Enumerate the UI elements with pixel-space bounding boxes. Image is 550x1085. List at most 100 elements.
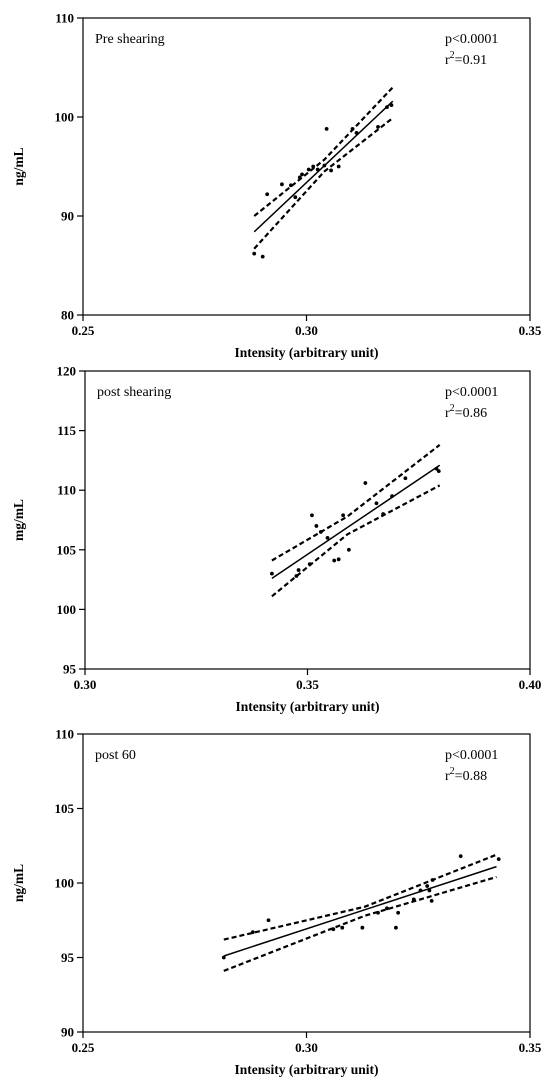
chart-panel-post-shearing: 95 100 105 110 115 120 0.30 0.35 0.40 post shear…	[11, 364, 541, 715]
x-tick-label: 0.35	[519, 323, 542, 338]
data-point	[389, 103, 394, 108]
data-point	[270, 571, 274, 576]
ci-lower-line	[223, 875, 497, 972]
r-squared-text: r2=0.88	[445, 766, 487, 784]
p-value-text: p<0.0001	[445, 748, 498, 763]
data-point	[314, 524, 319, 528]
x-axis-label: Intensity (arbitrary unit)	[235, 1062, 379, 1077]
y-tick-label: 105	[55, 801, 75, 816]
data-point	[293, 195, 298, 200]
data-point	[436, 469, 441, 474]
r-squared-value: =0.88	[455, 769, 487, 784]
panel-title: Pre shearing	[95, 32, 165, 47]
r-squared-value: =0.86	[455, 406, 487, 421]
data-point	[307, 562, 312, 567]
data-point	[318, 530, 323, 534]
data-point	[458, 854, 463, 859]
data-point	[280, 182, 284, 187]
x-axis-label: Intensity (arbitrary unit)	[236, 699, 380, 714]
data-point	[396, 910, 401, 915]
data-point	[221, 955, 226, 960]
data-point	[340, 925, 345, 930]
data-point	[354, 130, 359, 135]
data-point	[381, 512, 386, 516]
data-point	[306, 167, 311, 172]
data-point	[430, 878, 435, 882]
r-squared-symbol: r	[445, 406, 450, 421]
y-tick-label: 110	[55, 727, 74, 742]
data-point	[363, 481, 368, 485]
y-tick-label: 100	[55, 876, 75, 891]
data-point	[411, 897, 416, 902]
y-axis-label: ng/mL	[11, 864, 26, 902]
r-squared-exponent: 2	[450, 766, 455, 777]
x-tick-label: 0.40	[519, 677, 542, 692]
x-tick-label: 0.35	[296, 677, 319, 692]
data-point	[336, 164, 341, 169]
y-tick-label: 105	[57, 542, 77, 557]
data-point	[425, 884, 430, 888]
ci-lower-line	[253, 117, 394, 250]
data-point	[297, 175, 302, 180]
regression-line	[271, 464, 441, 580]
panel-title: post shearing	[97, 385, 171, 400]
x-tick-label: 0.25	[72, 1040, 95, 1055]
data-point	[315, 167, 320, 172]
r-squared-exponent: 2	[450, 403, 455, 414]
data-point	[329, 168, 333, 173]
data-point	[252, 251, 257, 256]
data-point	[324, 126, 329, 131]
data-point	[385, 906, 389, 911]
plot-area: 90 95 100 105 110 0.25 0.30 0.35	[55, 727, 542, 1056]
data-point	[385, 105, 389, 109]
p-value-text: p<0.0001	[445, 32, 498, 47]
r-squared-value: =0.91	[455, 53, 487, 68]
data-point	[360, 925, 365, 930]
r-squared-symbol: r	[445, 53, 450, 68]
y-tick-label: 90	[61, 209, 74, 224]
data-point	[394, 925, 398, 930]
data-point	[346, 547, 351, 552]
y-axis-label: mg/mL	[11, 499, 26, 541]
data-point	[294, 574, 299, 578]
data-point	[332, 558, 337, 563]
y-axis-label: ng/mL	[11, 147, 26, 185]
y-tick-label: 95	[63, 662, 77, 677]
chart-panel-pre-shearing: 80 90 100 110 0.25 0.30 0.35 Pre shearing p<0.…	[11, 11, 542, 361]
y-tick-label: 110	[57, 483, 76, 498]
data-point	[288, 183, 293, 188]
r-squared-text: r2=0.91	[445, 50, 487, 68]
r-squared-text: r2=0.86	[445, 403, 487, 421]
y-tick-label: 100	[57, 602, 77, 617]
y-tick-label: 100	[55, 110, 75, 125]
x-tick-label: 0.25	[72, 323, 95, 338]
x-tick-label: 0.35	[519, 1040, 542, 1055]
y-tick-label: 115	[57, 423, 76, 438]
data-point	[322, 163, 327, 168]
data-point	[427, 888, 432, 893]
x-tick-label: 0.30	[74, 677, 97, 692]
data-point	[331, 927, 336, 932]
ci-upper-line	[271, 444, 441, 562]
data-point	[374, 501, 379, 506]
data-point	[296, 568, 301, 572]
data-point	[350, 126, 355, 131]
data-point	[376, 910, 380, 915]
p-value-text: p<0.0001	[445, 385, 498, 400]
data-point	[341, 513, 345, 518]
ci-upper-line	[223, 853, 497, 941]
data-point	[311, 164, 316, 169]
panel-title: post 60	[95, 748, 136, 763]
data-point	[390, 494, 394, 499]
data-point	[250, 930, 255, 935]
ci-lower-line	[271, 484, 441, 598]
data-point	[429, 898, 434, 903]
y-tick-label: 95	[61, 950, 75, 965]
x-tick-label: 0.30	[295, 323, 318, 338]
data-point	[300, 172, 304, 177]
ci-upper-line	[253, 86, 394, 217]
data-point	[418, 888, 423, 893]
plot-area: 95 100 105 110 115 120 0.30 0.35 0.40	[57, 364, 542, 693]
x-tick-label: 0.30	[295, 1040, 318, 1055]
data-point	[376, 125, 380, 129]
